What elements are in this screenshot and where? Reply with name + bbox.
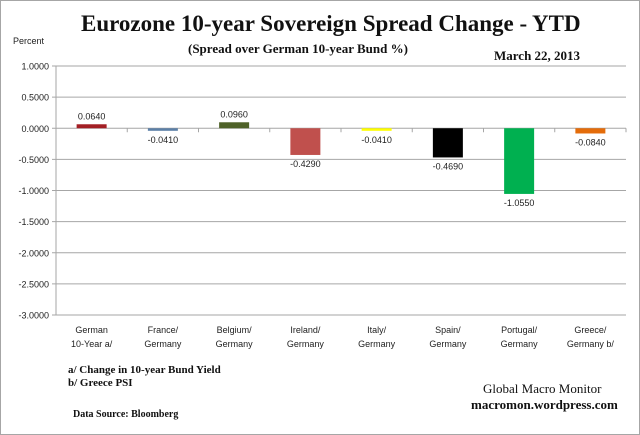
x-tick-label: Germany [429,339,467,349]
x-tick-label: Spain/ [435,325,461,335]
x-tick-label: Belgium/ [217,325,253,335]
y-tick-label: -0.5000 [18,155,49,165]
x-tick-label: Greece/ [574,325,607,335]
y-tick-label: -3.0000 [18,311,49,321]
bar [147,128,178,131]
chart-date: March 22, 2013 [494,48,581,63]
x-tick-label: Germany [358,339,396,349]
x-tick-label: 10-Year a/ [71,339,113,349]
x-tick-label: Germany [216,339,254,349]
bar [219,122,250,129]
y-tick-label: 0.5000 [21,93,49,103]
y-axis-label: Percent [13,36,45,46]
brand-site: macromon.wordpress.com [471,397,618,412]
x-tick-label: France/ [148,325,179,335]
data-label: -0.4290 [290,159,321,169]
data-label: -0.0840 [575,137,606,147]
data-label: 0.0960 [220,109,248,119]
data-label: 0.0640 [78,111,106,121]
x-tick-label: German [75,325,108,335]
note-b: b/ Greece PSI [68,377,133,389]
data-label: -0.0410 [361,135,392,145]
chart-subtitle: (Spread over German 10-year Bund %) [188,41,408,56]
y-tick-label: -2.0000 [18,248,49,258]
y-tick-label: 1.0000 [21,62,49,72]
x-tick-label: Germany [501,339,539,349]
bar [504,128,535,194]
x-tick-label: Germany b/ [567,339,615,349]
x-tick-label: Portugal/ [501,325,538,335]
data-source: Data Source: Bloomberg [73,409,179,420]
note-a: a/ Change in 10-year Bund Yield [68,364,221,376]
bar [76,124,107,129]
data-label: -0.0410 [148,135,179,145]
x-tick-label: Italy/ [367,325,387,335]
x-tick-label: Germany [287,339,325,349]
y-tick-label: -1.0000 [18,186,49,196]
chart-title: Eurozone 10-year Sovereign Spread Change… [81,11,581,36]
x-tick-label: Ireland/ [290,325,321,335]
y-tick-label: -2.5000 [18,279,49,289]
y-tick-label: -1.5000 [18,217,49,227]
x-tick-label: Germany [144,339,182,349]
bar [575,128,606,134]
data-label: -0.4690 [433,161,464,171]
data-label: -1.0550 [504,198,535,208]
bar [432,128,463,158]
y-tick-label: 0.0000 [21,124,49,134]
bar [361,128,392,131]
bar [290,128,321,155]
brand-name: Global Macro Monitor [483,381,602,396]
